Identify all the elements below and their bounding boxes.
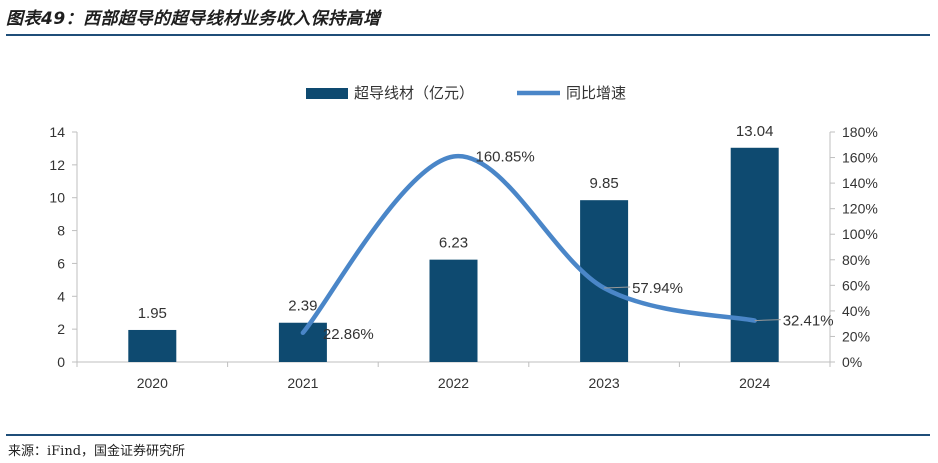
source-rule — [6, 434, 930, 436]
legend: 超导线材（亿元） 同比增速 — [306, 85, 626, 102]
left-tick-label: 10 — [49, 190, 65, 206]
x-tick-label: 2021 — [287, 375, 318, 391]
right-tick-label: 80% — [842, 252, 870, 268]
legend-line-label: 同比增速 — [566, 85, 626, 102]
chart: 超导线材（亿元） 同比增速 024681012140%20%40%60%80%10… — [49, 85, 878, 391]
line-value-label: 57.94% — [632, 280, 683, 297]
left-tick-label: 14 — [49, 124, 65, 140]
bar — [429, 259, 478, 362]
legend-bar-label: 超导线材（亿元） — [354, 85, 474, 102]
line-value-label: 22.86% — [323, 326, 374, 343]
legend-bar-swatch — [306, 88, 348, 99]
line-value-label: 32.41% — [783, 313, 834, 330]
right-tick-label: 160% — [842, 150, 878, 166]
x-tick-label: 2023 — [589, 375, 620, 391]
right-tick-label: 100% — [842, 226, 878, 242]
leader-line — [754, 319, 781, 322]
x-tick-label: 2024 — [739, 375, 770, 391]
bar-value-label: 6.23 — [439, 235, 468, 252]
right-tick-label: 180% — [842, 124, 878, 140]
left-tick-label: 8 — [57, 223, 65, 239]
bar — [730, 147, 779, 362]
bar-value-label: 1.95 — [138, 305, 167, 322]
bar — [128, 329, 177, 362]
left-tick-label: 0 — [57, 354, 65, 370]
left-tick-label: 6 — [57, 255, 65, 271]
chart-title: 图表49：西部超导的超导线材业务收入保持高增 — [6, 9, 381, 29]
line-value-label: 160.85% — [476, 148, 535, 165]
bar-value-label: 2.39 — [288, 298, 317, 315]
right-tick-label: 40% — [842, 303, 870, 319]
right-tick-label: 20% — [842, 328, 870, 344]
x-tick-label: 2022 — [438, 375, 469, 391]
line-series — [300, 154, 757, 336]
data-labels: 1.95 2.39 6.23 9.85 13.04 22.86% 160.85% 57.94%… — [138, 123, 834, 343]
bar-value-label: 13.04 — [736, 123, 774, 140]
leader-line — [604, 286, 631, 289]
bar — [278, 322, 327, 362]
right-tick-label: 60% — [842, 277, 870, 293]
right-tick-label: 0% — [842, 354, 862, 370]
right-tick-label: 140% — [842, 175, 878, 191]
left-tick-label: 12 — [49, 157, 65, 173]
left-tick-label: 2 — [57, 321, 65, 337]
right-tick-label: 120% — [842, 201, 878, 217]
bar-value-label: 9.85 — [589, 175, 618, 192]
growth-line — [300, 154, 757, 336]
x-tick-label: 2020 — [137, 375, 168, 391]
title-rule — [6, 34, 930, 36]
bar — [580, 200, 629, 362]
bar-series — [128, 147, 779, 362]
left-tick-label: 4 — [57, 288, 65, 304]
source-note: 来源：iFind，国金证券研究所 — [8, 444, 186, 459]
